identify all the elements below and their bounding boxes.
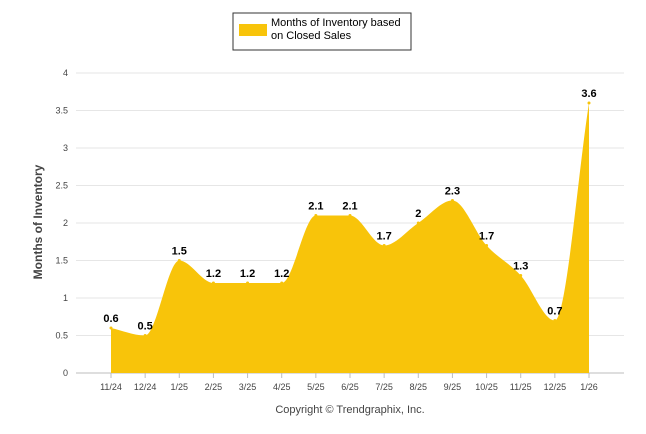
x-tick-label: 7/25	[375, 382, 393, 392]
x-tick-label: 9/25	[444, 382, 462, 392]
y-tick-label: 0	[63, 368, 68, 378]
data-label: 2.1	[308, 201, 323, 213]
data-label: 3.6	[581, 88, 596, 100]
x-tick-label: 12/24	[134, 382, 157, 392]
y-tick-label: 2.5	[55, 181, 68, 191]
data-label: 0.6	[103, 313, 118, 325]
x-tick-label: 6/25	[341, 382, 359, 392]
y-axis-ticks: 0 0.5 1 1.5 2 2.5 3 3.5 4	[55, 68, 68, 378]
data-label: 1.2	[206, 268, 221, 280]
data-point	[246, 281, 250, 285]
x-axis-ticks: 11/24 12/24 1/25 2/25 3/25 4/25 5/25 6/25 7/25 8/…	[100, 373, 598, 392]
x-tick-label: 1/26	[580, 382, 598, 392]
legend-label-line1: Months of Inventory based	[271, 17, 401, 29]
x-tick-label: 3/25	[239, 382, 257, 392]
y-tick-label: 1	[63, 293, 68, 303]
data-label: 0.5	[137, 321, 152, 333]
x-tick-label: 4/25	[273, 382, 291, 392]
data-label: 0.7	[547, 306, 562, 318]
legend-swatch	[239, 24, 267, 36]
data-point	[143, 334, 147, 337]
data-point	[382, 244, 386, 247]
x-tick-label: 11/24	[100, 382, 122, 392]
data-point	[109, 326, 113, 330]
data-label: 1.7	[376, 231, 391, 243]
data-point	[211, 281, 215, 285]
data-label: 1.3	[513, 261, 528, 273]
data-point	[587, 101, 591, 105]
data-point	[416, 221, 420, 225]
data-label: 2	[415, 208, 421, 220]
data-point	[519, 274, 523, 277]
x-tick-label: 8/25	[410, 382, 428, 392]
data-point	[348, 214, 352, 217]
data-label: 1.5	[172, 246, 187, 258]
data-point	[177, 259, 181, 262]
data-point	[314, 214, 318, 217]
legend: Months of Inventory based on Closed Sale…	[232, 12, 412, 51]
data-point	[553, 319, 557, 322]
y-tick-label: 4	[63, 68, 68, 78]
y-axis-title: Months of Inventory	[31, 164, 45, 279]
y-tick-label: 3.5	[55, 106, 68, 116]
x-tick-label: 10/25	[475, 382, 498, 392]
y-tick-label: 3	[63, 143, 68, 153]
data-labels: 0.6 0.5 1.5 1.2 1.2 1.2 2.1 2.1 1.7 2 2.3 1.7 1.3 0.7…	[103, 88, 597, 337]
legend-label-line2: on Closed Sales	[271, 30, 352, 42]
data-label: 2.3	[445, 186, 460, 198]
x-tick-label: 1/25	[171, 382, 189, 392]
series-area	[111, 103, 589, 373]
data-point	[485, 244, 489, 247]
x-tick-label: 11/25	[510, 382, 532, 392]
x-tick-label: 12/25	[544, 382, 567, 392]
data-label: 1.2	[274, 268, 289, 280]
x-tick-label: 5/25	[307, 382, 325, 392]
y-tick-label: 2	[63, 218, 68, 228]
y-tick-label: 1.5	[55, 256, 68, 266]
copyright-credit: Copyright © Trendgraphix, Inc.	[275, 404, 424, 416]
data-label: 2.1	[342, 201, 357, 213]
data-label: 1.7	[479, 231, 494, 243]
y-tick-label: 0.5	[55, 331, 68, 341]
data-label: 1.2	[240, 268, 255, 280]
data-point	[450, 199, 454, 202]
x-tick-label: 2/25	[205, 382, 223, 392]
plot-area	[111, 103, 589, 373]
data-point	[280, 281, 284, 285]
